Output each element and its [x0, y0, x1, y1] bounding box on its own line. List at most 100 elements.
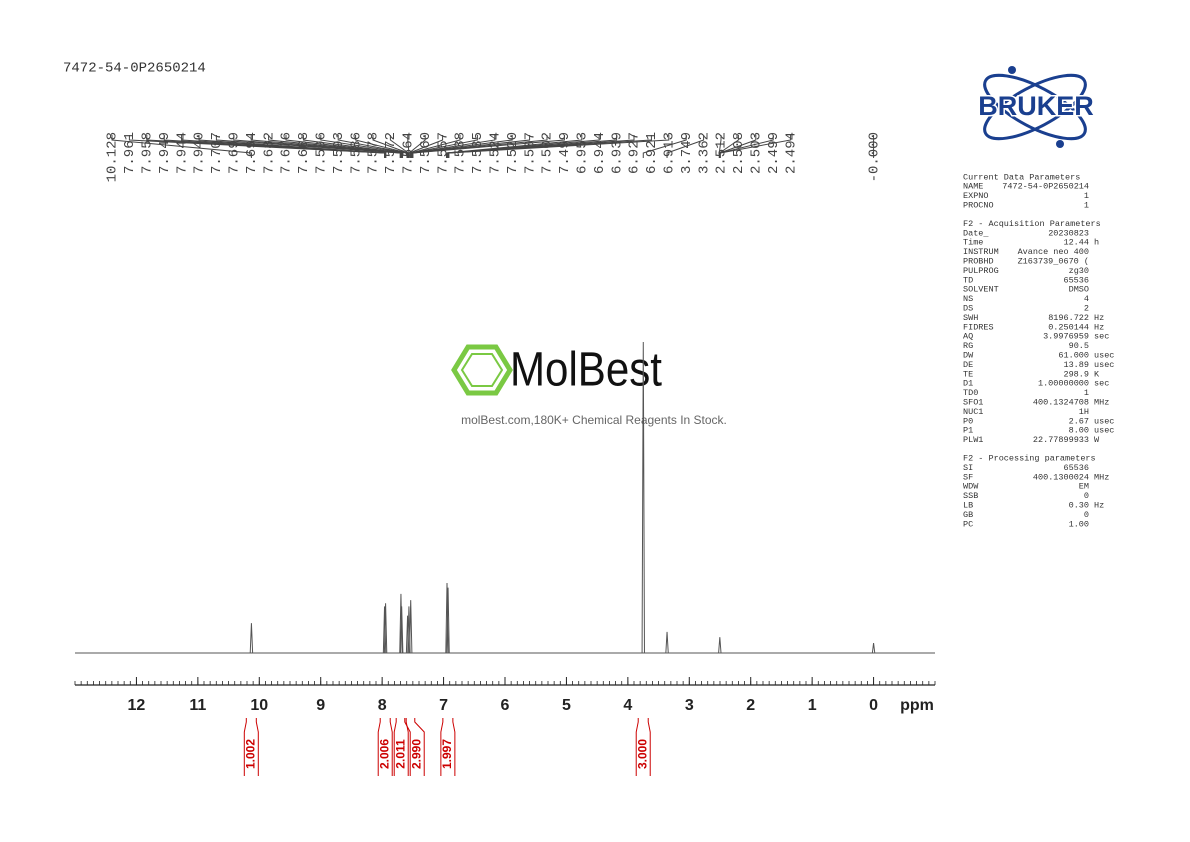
parameter-key: PLW1 — [963, 435, 983, 445]
peak — [446, 587, 450, 654]
parameter-value: 1H — [1079, 407, 1089, 417]
peak-label: 7.586 — [348, 132, 364, 174]
chart-title: 7472-54-0P2650214 — [63, 61, 206, 77]
x-tick-label: 12 — [128, 697, 146, 714]
bruker-logo: BRUKER — [977, 66, 1095, 148]
parameter-key: INSTRUM — [963, 247, 999, 257]
parameter-key: PROCNO — [963, 200, 994, 210]
peak-label: 7.949 — [157, 132, 173, 174]
parameter-unit: sec — [1094, 379, 1109, 389]
peak-label: 7.961 — [122, 132, 138, 174]
peak-label: 10.128 — [105, 132, 121, 182]
peak — [383, 603, 388, 654]
parameter-value: 61.000 — [1058, 350, 1089, 360]
parameter-value: 65536 — [1063, 463, 1089, 473]
peak — [641, 341, 645, 654]
x-tick-label: 9 — [316, 697, 325, 714]
peak-label-connector — [446, 135, 618, 158]
peak-label: 7.499 — [557, 132, 573, 174]
peak-label: 7.944 — [174, 132, 190, 174]
peak-label: 2.494 — [783, 132, 799, 174]
peak-label-connector — [250, 135, 402, 158]
peak-label: 7.668 — [296, 132, 312, 174]
integral-bracket — [440, 718, 456, 776]
parameter-value: DMSO — [1069, 285, 1089, 295]
peak-label: 7.593 — [331, 132, 347, 174]
parameter-section-title: F2 - Acquisition Parameters — [963, 219, 1101, 229]
parameter-key: NS — [963, 294, 973, 304]
peak-label: 2.503 — [749, 132, 765, 174]
parameter-key: WDW — [963, 482, 979, 492]
parameter-value: 2.67 — [1069, 416, 1089, 426]
parameter-value: 0.30 — [1069, 500, 1089, 510]
parameter-key: TE — [963, 369, 973, 379]
parameter-value: 0 — [1084, 491, 1089, 501]
parameter-key: TD0 — [963, 388, 978, 398]
x-tick-label: 11 — [189, 697, 206, 714]
parameter-key: NUC1 — [963, 407, 983, 417]
watermark-hexagon — [460, 353, 504, 387]
parameter-key: SSB — [963, 491, 978, 501]
parameter-unit: MHz — [1094, 397, 1109, 407]
parameter-key: DW — [963, 350, 974, 360]
x-tick-label: 7 — [439, 697, 448, 714]
peak-label: 6.939 — [609, 132, 625, 174]
peak-label: 7.699 — [227, 132, 243, 174]
integral-label: 2.990 — [409, 739, 423, 769]
peak-label-connector — [111, 135, 252, 158]
parameter-key: TD — [963, 275, 973, 285]
peak — [718, 637, 722, 654]
parameter-value: 8.00 — [1069, 426, 1089, 436]
watermark-tagline: molBest.com,180K+ Chemical Reagents In S… — [461, 413, 727, 427]
peak-label-connector — [411, 135, 513, 158]
parameter-value: 22.77899933 — [1033, 435, 1089, 445]
parameter-value: 400.1324708 — [1033, 397, 1089, 407]
parameter-value: 1 — [1084, 200, 1089, 210]
peak-label: 7.507 — [522, 132, 538, 174]
peak-label-connector — [448, 135, 670, 158]
parameter-unit: usec — [1094, 350, 1114, 360]
parameter-value: 0 — [1084, 510, 1089, 520]
x-tick-label: 1 — [808, 697, 817, 714]
parameter-value: 12.44 — [1063, 238, 1089, 248]
parameter-value: 1.00000000 — [1038, 379, 1089, 389]
integral-label: 1.997 — [440, 739, 454, 769]
watermark: MolBest molBest.com,180K+ Chemical Reage… — [451, 344, 727, 427]
peak-label: 7.535 — [470, 132, 486, 174]
x-tick-label: 2 — [746, 697, 755, 714]
logo-orbit — [983, 73, 1087, 141]
x-axis-label: ppm — [900, 697, 934, 714]
parameter-value: 7472-54-0P2650214 — [1002, 182, 1089, 192]
parameter-unit: MHz — [1094, 472, 1109, 482]
parameter-key: PULPROG — [963, 266, 999, 276]
peak-label: 7.502 — [540, 132, 556, 174]
parameter-unit: W — [1094, 435, 1100, 445]
peak-label: 2.508 — [731, 132, 747, 174]
peak-label: 7.524 — [488, 132, 504, 174]
x-tick-label: 0 — [869, 697, 878, 714]
logo-orbit — [983, 73, 1087, 141]
parameter-key: SI — [963, 463, 973, 473]
logo-dot — [1056, 140, 1064, 148]
integral-label: 1.002 — [243, 739, 257, 769]
peak-label: 7.940 — [192, 132, 208, 174]
parameter-value: zg30 — [1069, 266, 1089, 276]
peak-label: 6.944 — [592, 132, 608, 174]
parameter-value: 2 — [1084, 303, 1089, 313]
peak-label: 6.921 — [644, 132, 660, 174]
peak-label: 7.572 — [383, 132, 399, 174]
parameter-unit: Hz — [1094, 500, 1104, 510]
peak-label: 7.596 — [314, 132, 330, 174]
peak-label: 6.913 — [662, 132, 678, 174]
peak-label: 7.694 — [244, 132, 260, 174]
peak-label: 7.682 — [261, 132, 277, 174]
parameter-value: 400.1300024 — [1033, 472, 1089, 482]
parameter-key: P0 — [963, 416, 973, 426]
peak-label-connector — [719, 135, 792, 158]
integral-label: 2.011 — [393, 739, 407, 769]
parameter-value: 65536 — [1063, 275, 1089, 285]
peak-label: -0.000 — [866, 132, 882, 182]
parameter-value: 20230823 — [1048, 228, 1089, 238]
x-tick-label: 8 — [378, 697, 387, 714]
parameter-value: EM — [1079, 482, 1089, 492]
